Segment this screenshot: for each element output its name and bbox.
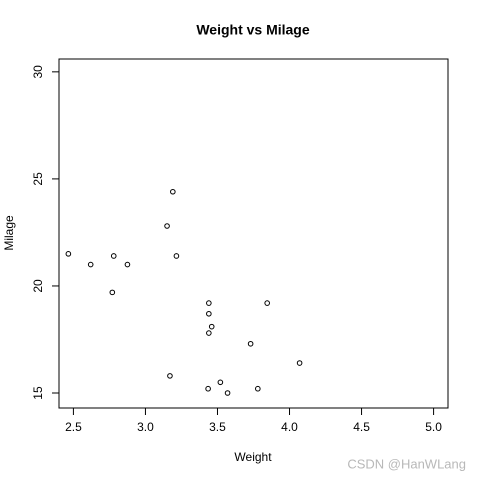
point <box>124 261 131 268</box>
point <box>167 373 173 379</box>
y-tick-label: 15 <box>31 386 45 400</box>
x-axis-label: Weight <box>234 450 272 464</box>
point <box>109 289 116 296</box>
x-tick-label: 5.0 <box>425 420 442 434</box>
point <box>206 310 212 317</box>
point <box>224 390 231 396</box>
x-tick-label: 3.0 <box>137 420 154 434</box>
point <box>264 300 270 306</box>
x-tick-label: 4.5 <box>353 420 370 434</box>
plot-frame <box>58 58 449 409</box>
point <box>206 330 212 336</box>
point <box>217 379 224 386</box>
y-tick-label: 30 <box>31 65 45 79</box>
x-tick-label: 4.0 <box>281 420 298 434</box>
x-tick-label: 2.5 <box>65 420 82 434</box>
point <box>110 253 117 259</box>
y-tick-label: 25 <box>31 172 45 186</box>
point <box>205 385 211 392</box>
x-tick-label: 3.5 <box>209 420 226 434</box>
point <box>170 188 176 195</box>
point <box>247 340 254 347</box>
point <box>208 323 215 330</box>
chart-title: Weight vs Milage <box>196 22 310 38</box>
point <box>164 223 170 229</box>
point <box>255 385 261 392</box>
point <box>65 251 72 257</box>
watermark: CSDN @HanWLang <box>347 456 466 471</box>
point <box>296 360 303 366</box>
y-tick-label: 20 <box>31 279 45 293</box>
point <box>206 300 212 306</box>
point <box>173 253 180 259</box>
y-axis-label: Milage <box>2 215 16 251</box>
point <box>87 261 94 268</box>
